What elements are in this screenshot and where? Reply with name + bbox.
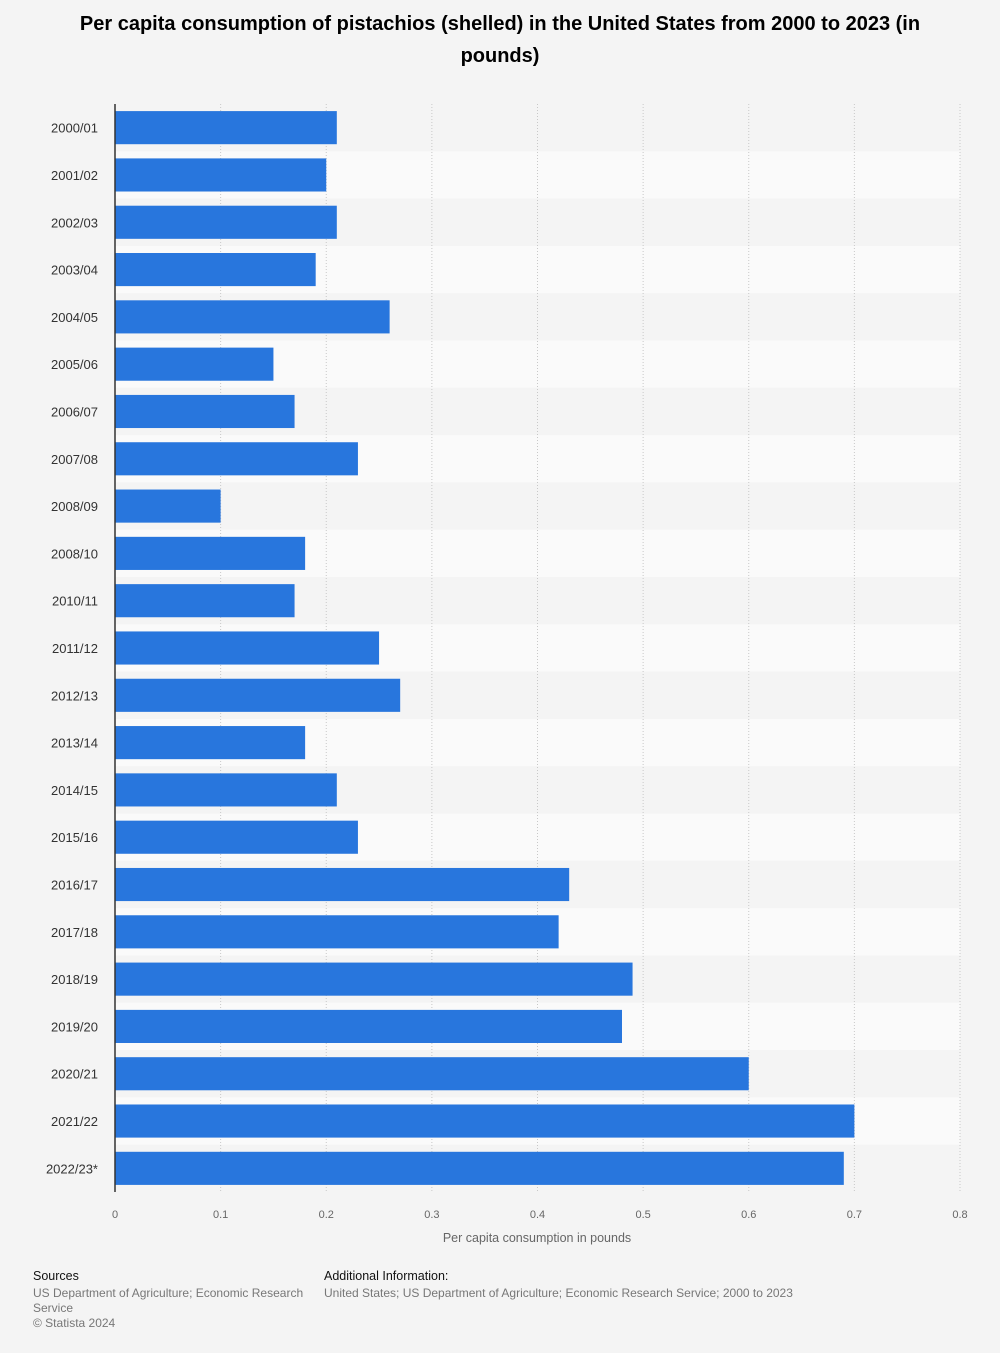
x-tick-label: 0.1 [213, 1209, 228, 1221]
bar [115, 1151, 844, 1185]
category-label: 2014/15 [51, 783, 98, 798]
category-label: 2016/17 [51, 878, 98, 893]
bar [115, 867, 570, 902]
bar [115, 489, 221, 523]
bar [115, 111, 337, 145]
category-labels: 2000/01 2001/02 2002/03 2003/04 2004/05 2005/… [46, 121, 98, 1177]
category-label: 2015/16 [51, 830, 98, 845]
x-tick-label: 0.3 [424, 1209, 439, 1221]
bar [115, 536, 306, 570]
bar [115, 678, 401, 712]
category-label: 2022/23* [46, 1161, 98, 1176]
bar [115, 584, 295, 618]
category-label: 2004/05 [51, 310, 98, 325]
category-label: 2012/13 [51, 688, 98, 703]
bar [115, 820, 358, 854]
x-tick-label: 0 [112, 1209, 118, 1221]
bars [115, 111, 855, 1185]
category-label: 2013/14 [51, 736, 98, 751]
additional-info-text: United States; US Department of Agricult… [324, 1286, 793, 1300]
bar [115, 726, 306, 760]
category-label: 2010/11 [52, 594, 98, 609]
category-label: 2018/19 [51, 972, 98, 987]
bar [115, 1104, 855, 1138]
category-label: 2008/09 [51, 499, 98, 514]
additional-info-block: Additional Information: United States; U… [324, 1269, 944, 1301]
category-label: 2001/02 [51, 168, 98, 183]
bar [115, 1057, 749, 1091]
category-label: 2017/18 [51, 925, 98, 940]
x-tick-label: 0.8 [952, 1209, 967, 1221]
x-tick-label: 0.5 [635, 1209, 650, 1221]
category-label: 2008/10 [51, 546, 98, 561]
category-label: 2000/01 [51, 121, 98, 136]
x-tick-label: 0.7 [847, 1209, 862, 1221]
chart-title: Per capita consumption of pistachios (sh… [79, 13, 921, 67]
sources-block: Sources US Department of Agriculture; Ec… [33, 1269, 323, 1331]
bar [115, 442, 358, 476]
bar [115, 394, 295, 429]
x-tick-label: 0.4 [530, 1209, 545, 1221]
x-axis-title: Per capita consumption in pounds [443, 1231, 631, 1245]
bar [115, 300, 390, 334]
additional-info-heading: Additional Information: [324, 1269, 449, 1283]
bar [115, 253, 316, 287]
category-label: 2007/08 [51, 452, 98, 467]
category-label: 2003/04 [51, 263, 98, 278]
bar-chart: 2000/01 2001/02 2002/03 2003/04 2004/05 2005/… [46, 104, 968, 1245]
category-label: 2002/03 [51, 215, 98, 230]
x-tick-label: 0.2 [319, 1209, 334, 1221]
bar [115, 631, 380, 665]
sources-line-2: Service [33, 1301, 74, 1315]
category-label: 2006/07 [51, 404, 98, 419]
x-tick-label: 0.6 [741, 1209, 756, 1221]
category-label: 2005/06 [51, 357, 98, 372]
bar [115, 205, 337, 239]
sources-line-1: US Department of Agriculture; Economic R… [33, 1286, 304, 1300]
bar [115, 915, 559, 949]
bar [115, 158, 327, 192]
category-label: 2011/12 [52, 641, 98, 656]
category-label: 2019/20 [51, 1019, 98, 1034]
sources-heading: Sources [33, 1269, 79, 1283]
x-tick-labels: 0 0.1 0.2 0.3 0.4 0.5 0.6 0.7 0.8 [112, 1209, 968, 1221]
category-label: 2021/22 [51, 1114, 98, 1129]
bar [115, 347, 274, 381]
bar [115, 773, 337, 807]
category-label: 2020/21 [51, 1067, 98, 1082]
bar [115, 1009, 622, 1043]
copyright: © Statista 2024 [33, 1316, 116, 1330]
bar [115, 962, 633, 996]
